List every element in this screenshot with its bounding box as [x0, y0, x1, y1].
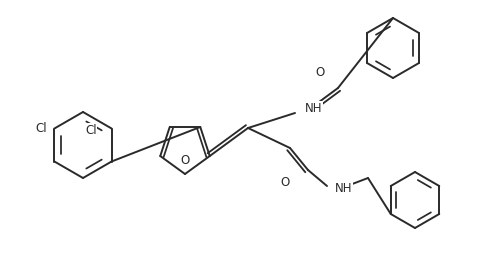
Text: Cl: Cl — [36, 122, 47, 135]
Text: O: O — [316, 65, 325, 78]
Text: NH: NH — [305, 101, 322, 115]
Text: Cl: Cl — [85, 124, 96, 137]
Text: NH: NH — [335, 182, 352, 194]
Text: O: O — [180, 154, 189, 167]
Text: O: O — [281, 175, 290, 189]
